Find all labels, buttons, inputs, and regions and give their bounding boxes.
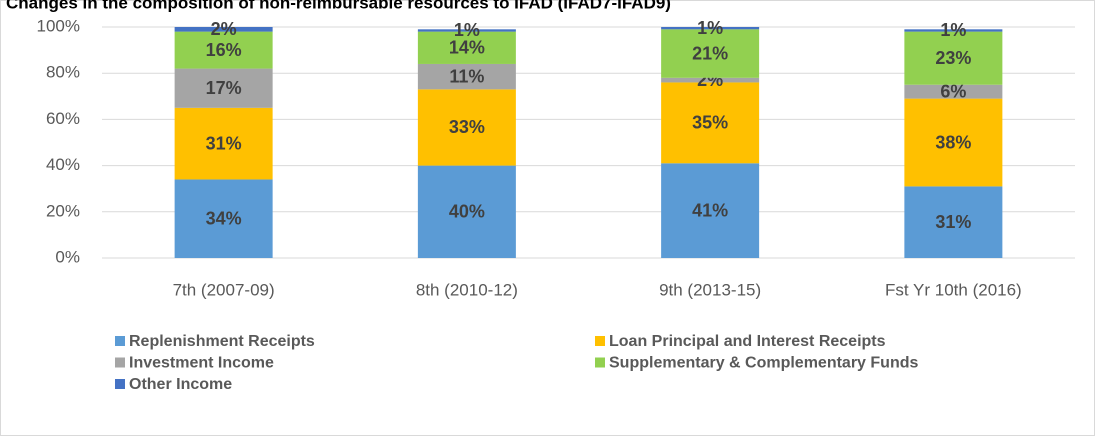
bar-segment — [661, 82, 760, 164]
legend-swatch — [115, 336, 125, 346]
x-tick-label: 8th (2010-12) — [416, 280, 518, 299]
y-tick-label: 40% — [46, 155, 80, 174]
legend-label: Replenishment Receipts — [129, 333, 315, 350]
y-tick-label: 0% — [55, 247, 80, 266]
data-label: 16% — [206, 40, 242, 60]
legend-swatch — [595, 357, 605, 368]
data-label: 2% — [211, 19, 237, 39]
legend-swatch — [115, 357, 125, 368]
bar-segment — [661, 77, 760, 83]
data-label: 6% — [940, 81, 966, 101]
bar-segment — [174, 107, 273, 180]
data-label: 31% — [206, 133, 242, 153]
legend-label: Supplementary & Complementary Funds — [609, 355, 918, 372]
chart-title: Changes in the composition of non-reimbu… — [6, 0, 671, 12]
bar-segment — [904, 98, 1003, 187]
bar-segment — [174, 68, 273, 108]
legend-swatch — [115, 379, 125, 389]
bar-segment — [661, 29, 760, 78]
data-label: 41% — [692, 200, 728, 220]
y-tick-label: 20% — [46, 201, 80, 220]
bar-segment — [904, 84, 1003, 99]
data-label: 17% — [206, 78, 242, 98]
bar-segment — [417, 165, 516, 258]
x-tick-label: 7th (2007-09) — [173, 280, 275, 299]
bar-segment — [174, 31, 273, 69]
y-tick-label: 60% — [46, 109, 80, 128]
data-label: 31% — [935, 212, 971, 232]
x-tick-label: Fst Yr 10th (2016) — [885, 280, 1022, 299]
legend-swatch — [595, 336, 605, 346]
legend-label: Loan Principal and Interest Receipts — [609, 333, 886, 350]
data-label: 38% — [935, 132, 971, 152]
data-label: 35% — [692, 113, 728, 133]
bar-segment — [904, 186, 1003, 258]
bar-segment — [904, 31, 1003, 85]
bar-segment — [417, 29, 516, 32]
data-label: 1% — [940, 20, 966, 40]
bar-segment — [417, 89, 516, 166]
bar-segment — [174, 179, 273, 258]
data-label: 40% — [449, 202, 485, 222]
bar-segment — [661, 163, 760, 258]
data-label: 34% — [206, 208, 242, 228]
legend-label: Other Income — [129, 376, 232, 393]
y-tick-label: 80% — [46, 63, 80, 82]
x-tick-label: 9th (2013-15) — [659, 280, 761, 299]
data-label: 1% — [454, 20, 480, 40]
data-label: 21% — [692, 43, 728, 63]
data-label: 11% — [449, 66, 484, 86]
bar-segment — [417, 31, 516, 64]
data-label: 14% — [449, 38, 485, 58]
data-label: 33% — [449, 117, 485, 137]
legend-label: Investment Income — [129, 355, 274, 372]
bar-segment — [174, 27, 273, 32]
y-tick-label: 100% — [37, 16, 80, 35]
bar-segment — [417, 63, 516, 90]
bar-segment — [904, 29, 1003, 32]
data-label: 1% — [697, 18, 723, 38]
data-label: 23% — [935, 48, 971, 68]
bar-segment — [661, 27, 760, 30]
